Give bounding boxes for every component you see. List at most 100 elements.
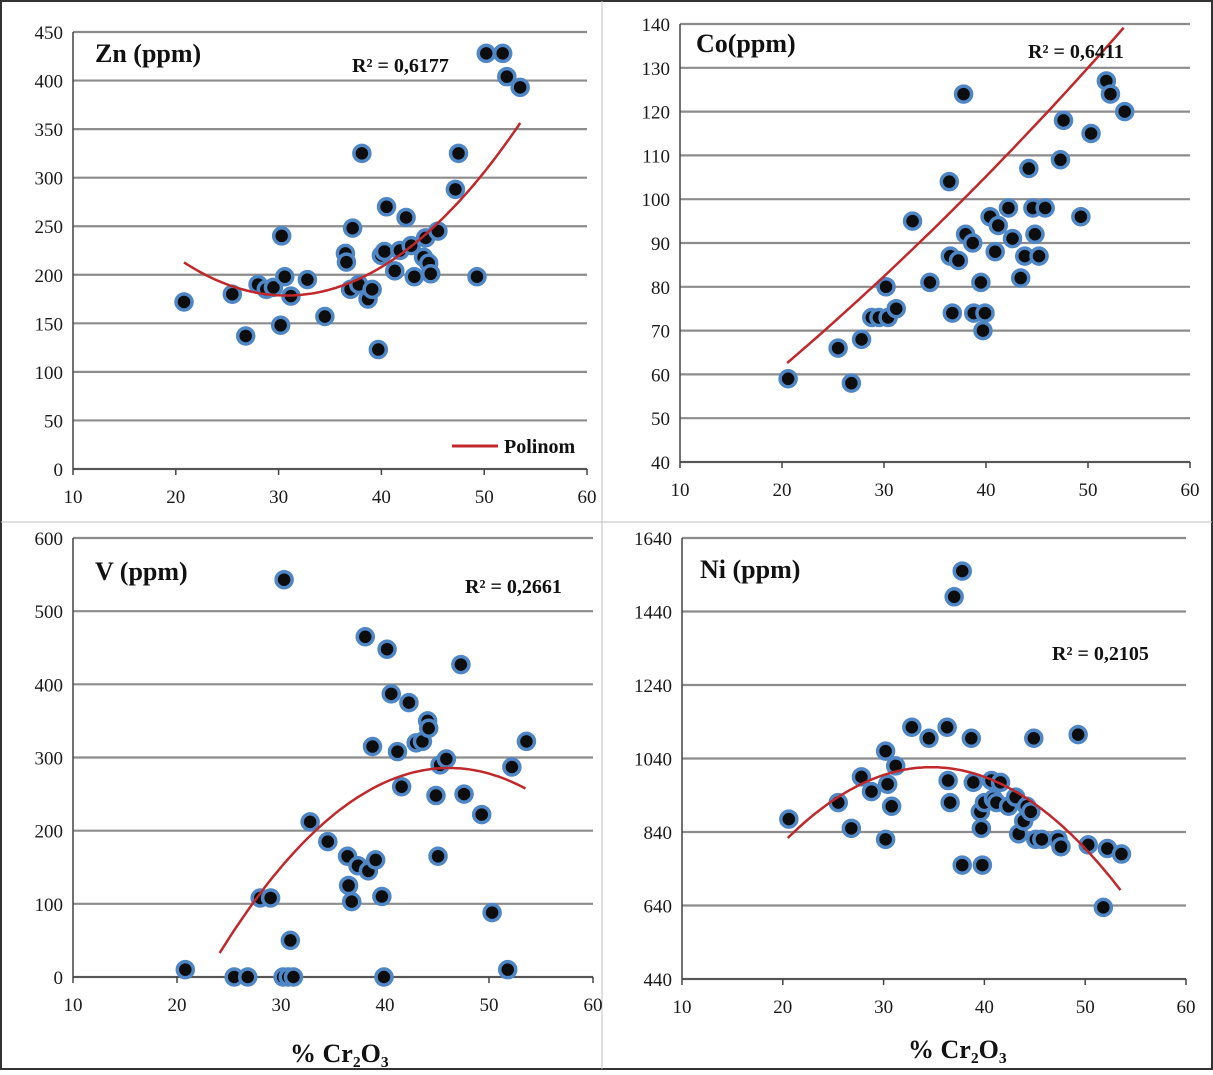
- data-point: [352, 143, 372, 164]
- x-tick-label: 10: [64, 487, 83, 508]
- x-tick-label: 20: [166, 487, 185, 508]
- y-tick-label: 0: [54, 968, 64, 989]
- trend-line: [218, 766, 526, 954]
- data-point: [283, 967, 304, 987]
- data-point: [953, 84, 974, 104]
- data-point: [972, 855, 993, 875]
- data-point: [1021, 802, 1041, 822]
- data-point: [404, 266, 425, 287]
- x-tick-label: 20: [168, 995, 187, 1016]
- y-tick-label: 840: [644, 823, 673, 844]
- panel-ni: 440 640 840 1040 1240 1440 1640 10 20 30 40 50 60 Ni …: [634, 529, 1196, 1064]
- r-squared-label: R² = 0,2105: [1052, 643, 1149, 665]
- data-point: [875, 829, 896, 850]
- panel-co: 40 50 60 70 80 90 100 110 120 130 140 10 20 30 40 50 60 C…: [642, 15, 1200, 501]
- data-point: [516, 731, 537, 752]
- data-point: [381, 684, 401, 704]
- data-point: [374, 241, 395, 262]
- trend-line: [183, 122, 522, 297]
- r-squared-label: R² = 0,6411: [1028, 41, 1124, 63]
- data-point: [492, 43, 513, 64]
- data-point: [399, 692, 419, 713]
- data-point: [841, 818, 862, 839]
- data-point: [1032, 829, 1052, 850]
- y-tick-label: 350: [35, 120, 64, 141]
- y-tick-label: 100: [35, 895, 64, 916]
- data-point: [975, 303, 995, 323]
- panel-title: V (ppm): [95, 557, 188, 586]
- data-point: [391, 777, 412, 797]
- y-tick-label: 200: [35, 266, 64, 287]
- data-point: [315, 306, 335, 327]
- data-point: [952, 561, 972, 581]
- panel-v: 0 100 200 300 400 500 600 10 20 30 40 50 60 V (ppm) R²…: [35, 529, 603, 1068]
- data-point: [175, 959, 196, 980]
- data-point: [235, 326, 256, 346]
- y-tick-label: 0: [54, 460, 64, 481]
- data-point: [902, 717, 922, 738]
- data-point: [502, 757, 522, 777]
- data-point: [1035, 198, 1055, 218]
- y-tick-label: 100: [642, 190, 671, 211]
- x-tick-label: 50: [480, 995, 499, 1016]
- data-point: [1002, 228, 1023, 249]
- r-squared-label: R² = 0,2661: [465, 576, 562, 598]
- y-tick-label: 1640: [634, 529, 672, 550]
- data-point: [342, 218, 363, 238]
- data-point: [973, 320, 993, 341]
- data-point: [1053, 110, 1074, 131]
- data-point: [376, 197, 397, 217]
- data-point: [938, 770, 958, 791]
- x-tick-label: 40: [977, 480, 996, 501]
- y-tick-label: 600: [35, 529, 64, 550]
- data-point: [875, 741, 896, 761]
- data-point: [271, 226, 292, 246]
- data-point: [297, 269, 318, 290]
- data-point: [1050, 150, 1071, 170]
- y-tick-label: 250: [35, 217, 64, 238]
- y-tick-label: 50: [44, 411, 63, 432]
- y-tick-label: 50: [651, 409, 670, 430]
- data-point: [877, 774, 898, 794]
- data-point: [445, 179, 466, 200]
- data-point: [939, 171, 960, 192]
- data-point: [952, 855, 972, 875]
- x-tick-label: 40: [372, 487, 391, 508]
- data-point: [779, 809, 799, 829]
- data-point: [270, 315, 291, 336]
- data-point: [436, 749, 457, 769]
- data-point: [428, 846, 448, 867]
- data-point: [260, 888, 281, 908]
- data-point: [985, 242, 1005, 262]
- x-tick-label: 30: [875, 480, 894, 501]
- data-point: [902, 211, 923, 231]
- data-point: [476, 43, 497, 64]
- data-point: [372, 886, 392, 907]
- data-point: [274, 569, 294, 590]
- data-point: [362, 736, 383, 757]
- data-point: [1029, 246, 1049, 266]
- data-point: [174, 292, 194, 312]
- x-tick-label: 20: [773, 480, 792, 501]
- data-point: [1093, 897, 1114, 918]
- data-point: [881, 796, 902, 817]
- y-tick-label: 640: [644, 897, 673, 918]
- x-tick-label: 50: [1076, 997, 1095, 1018]
- y-tick-label: 200: [35, 822, 64, 843]
- data-point: [448, 143, 469, 164]
- panel-title: Ni (ppm): [700, 555, 800, 584]
- data-point: [497, 959, 518, 980]
- data-point: [886, 298, 906, 319]
- data-point: [368, 339, 389, 360]
- data-point: [420, 264, 441, 284]
- x-tick-label: 30: [272, 995, 291, 1016]
- data-point: [482, 902, 502, 923]
- data-point: [778, 369, 798, 389]
- data-point: [418, 718, 439, 738]
- x-tick-label: 60: [578, 487, 597, 508]
- x-tick-label: 30: [874, 997, 893, 1018]
- legend-label: Polinom: [504, 436, 575, 458]
- data-point: [919, 728, 939, 749]
- data-point: [355, 627, 375, 647]
